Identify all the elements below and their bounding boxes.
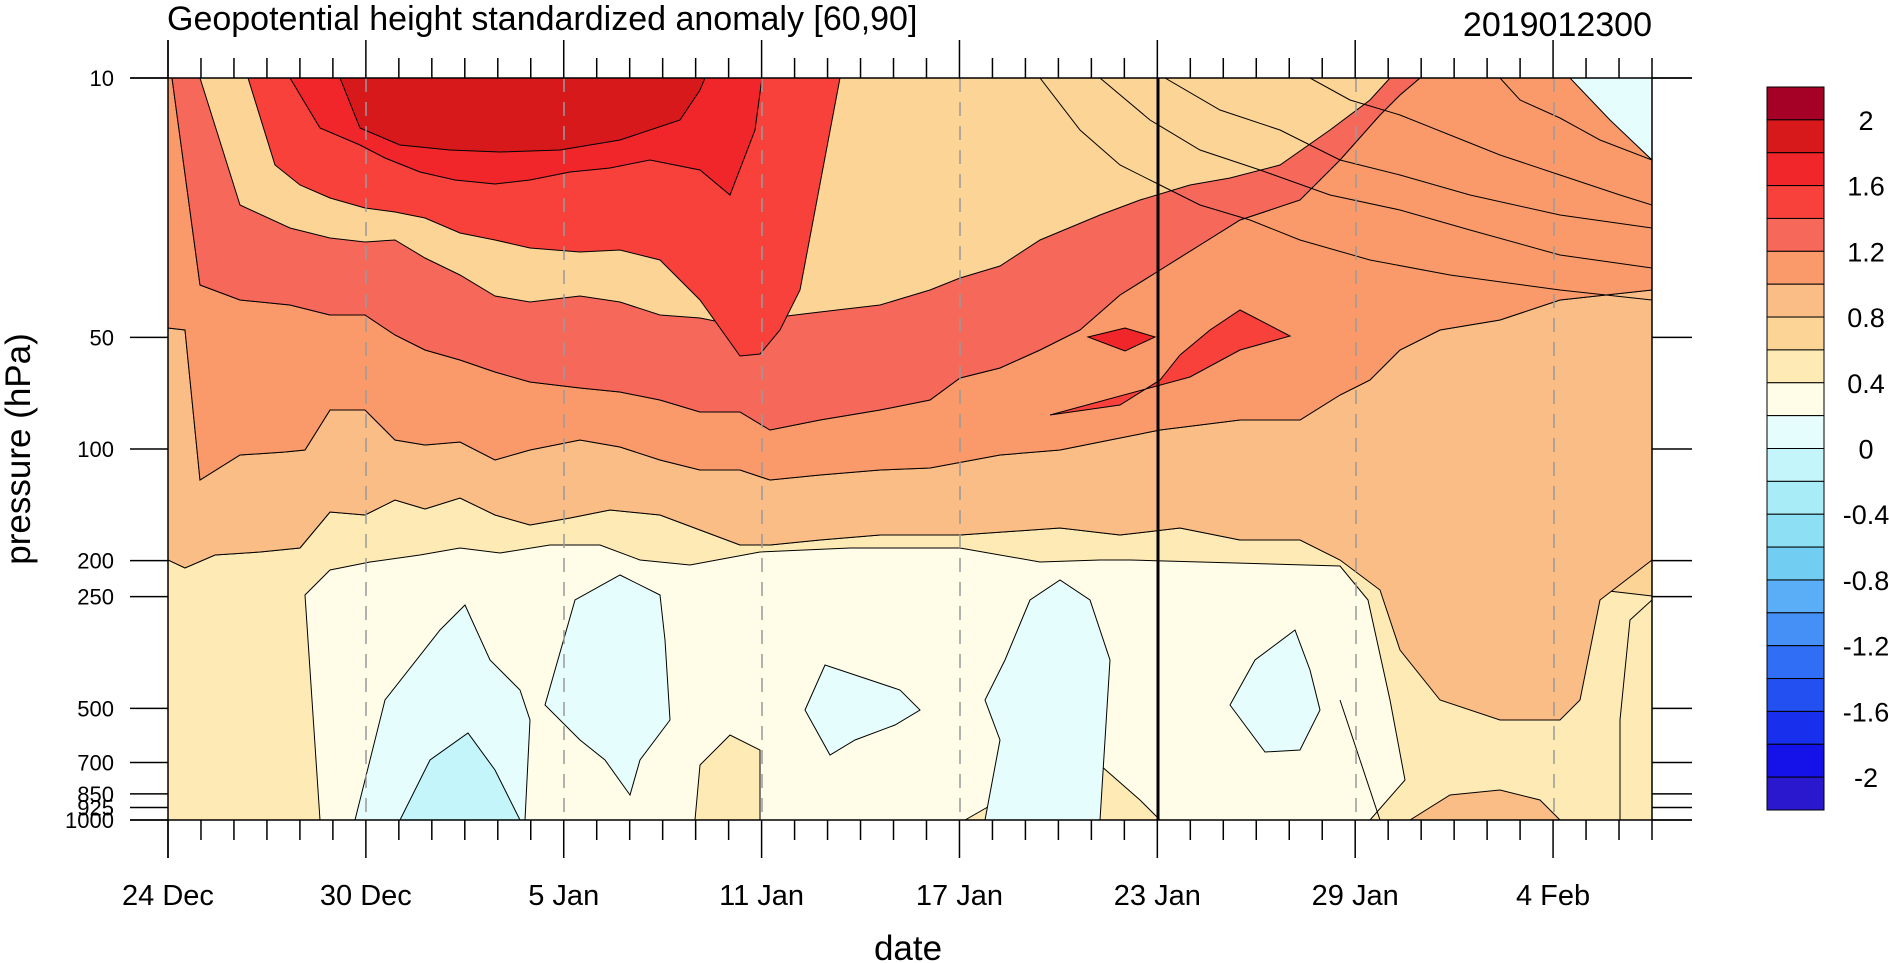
contour-fill-neg-3 [544, 574, 671, 797]
contour-fill-neg-4 [804, 664, 921, 756]
contour-fill-1.8 [339, 78, 706, 153]
contour-fill-neg-corner [1569, 78, 1652, 161]
colorbar-swatch [1766, 678, 1825, 712]
colorbar-label: 0.4 [1847, 369, 1885, 399]
colorbar-label: -2 [1854, 763, 1878, 793]
y-tick-label: 100 [77, 437, 114, 462]
x-tick-label: 29 Jan [1312, 880, 1399, 912]
colorbar-swatch [1766, 448, 1825, 482]
colorbar-swatch [1766, 250, 1825, 285]
colorbar-label: -0.8 [1843, 566, 1889, 596]
x-tick-label: 4 Feb [1516, 880, 1590, 912]
x-tick-label: 23 Jan [1114, 880, 1201, 912]
y-tick-label: 250 [77, 585, 114, 610]
colorbar-swatch [1766, 86, 1825, 121]
y-axis-label: pressure (hPa) [0, 333, 38, 564]
colorbar-swatch [1766, 349, 1825, 384]
colorbar-label: -1.6 [1843, 697, 1889, 727]
colorbar-swatch [1766, 645, 1825, 680]
date-label: 2019012300 [1463, 6, 1652, 44]
x-tick-label: 30 Dec [320, 880, 412, 912]
colorbar-swatch [1766, 480, 1825, 515]
colorbar-swatch [1766, 217, 1825, 252]
vertical-gridlines [365, 78, 1555, 820]
x-tick-label: 24 Dec [122, 880, 214, 912]
x-axis-ticks: 24 Dec 30 Dec 5 Jan 11 Jan 17 Jan 23 Jan 29 Ja… [122, 40, 1653, 912]
colorbar-swatch [1766, 546, 1825, 581]
colorbar-swatch [1766, 710, 1825, 745]
chart-title: Geopotential height standardized anomaly… [167, 0, 917, 38]
colorbar: 2 1.6 1.2 0.8 0.4 0 -0.4 -0.8 -1.2 -1.6 -2 [1766, 86, 1889, 811]
colorbar-swatch [1766, 415, 1825, 449]
colorbar-swatch [1766, 316, 1825, 351]
y-tick-label: 700 [77, 751, 114, 776]
colorbar-swatch [1766, 283, 1825, 318]
x-tick-label: 17 Jan [916, 880, 1003, 912]
colorbar-label: 0.8 [1847, 303, 1885, 333]
colorbar-swatch [1766, 119, 1825, 154]
contour-field [168, 78, 1652, 820]
contour-fill-1.2 [171, 78, 1421, 431]
colorbar-label: -0.4 [1843, 500, 1889, 530]
colorbar-swatch [1766, 513, 1825, 548]
colorbar-swatch [1766, 382, 1825, 417]
y-tick-label: 850 [77, 782, 114, 807]
y-tick-label: 200 [77, 549, 114, 574]
colorbar-swatch [1766, 776, 1825, 811]
colorbar-swatch [1766, 152, 1825, 187]
colorbar-label: -1.2 [1843, 632, 1889, 662]
colorbar-label: 1.6 [1847, 172, 1885, 202]
contour-lines [1039, 78, 1652, 820]
y-tick-label: 925 [77, 795, 114, 820]
colorbar-swatch [1766, 185, 1825, 219]
contour-fill-blob [1086, 327, 1157, 352]
colorbar-swatch [1766, 612, 1825, 647]
contour-fill-neg-5 [984, 579, 1111, 820]
colorbar-label: 2 [1858, 106, 1873, 136]
contour-fill-neg-2 [399, 732, 521, 820]
x-tick-label: 5 Jan [528, 880, 599, 912]
colorbar-label: 1.2 [1847, 237, 1885, 267]
y-tick-label: 500 [77, 696, 114, 721]
y-tick-label: 50 [90, 325, 114, 350]
colorbar-swatch [1766, 743, 1825, 778]
x-tick-label: 11 Jan [719, 880, 804, 912]
colorbar-label: 0 [1858, 435, 1873, 465]
y-tick-label: 1000 [65, 808, 114, 833]
contour-fill-neg-6 [1229, 629, 1321, 753]
y-tick-label: 10 [90, 66, 114, 91]
x-axis-label: date [874, 929, 942, 963]
colorbar-swatch [1766, 579, 1825, 614]
contour-fill-0.6-surface [1409, 789, 1561, 820]
